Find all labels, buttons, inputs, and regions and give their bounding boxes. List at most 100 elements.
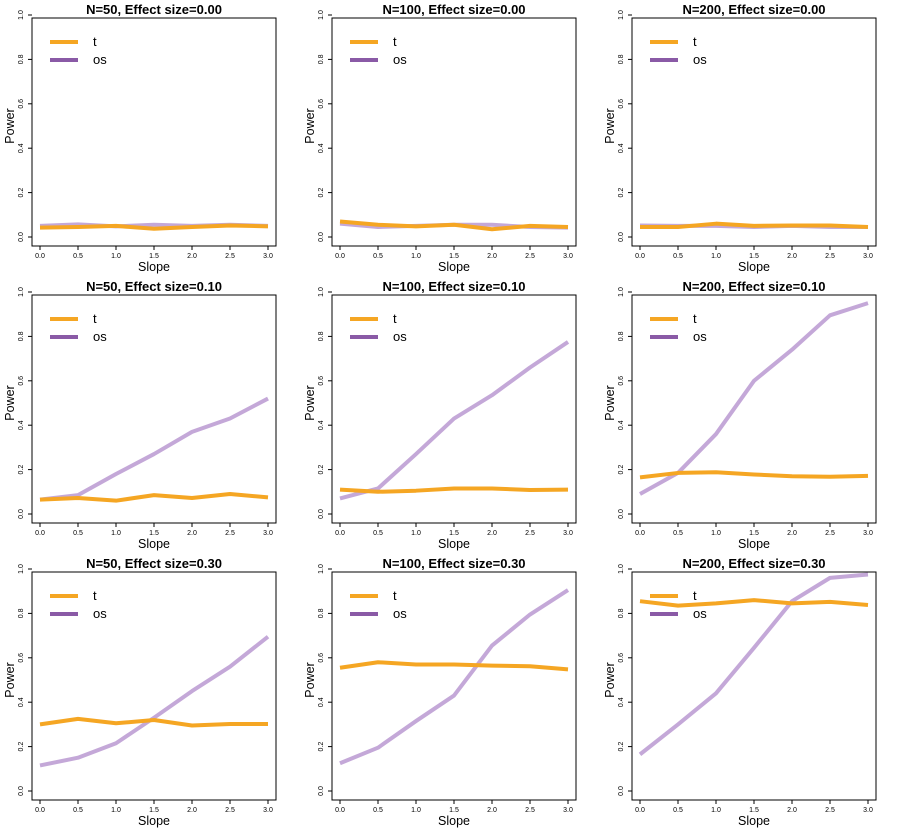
chart-svg-1: N=50, Effect size=0.00 0.0 0.5 1.0 1.5 2.0 2.5… xyxy=(3,2,277,274)
x-axis-label: Slope xyxy=(138,537,170,551)
x-axis-label: Slope xyxy=(738,537,770,551)
legend-label-os: os xyxy=(93,52,107,67)
series-line-os xyxy=(339,340,570,501)
y-tick-label: 0.6 xyxy=(18,653,25,663)
legend-label-t: t xyxy=(93,311,97,326)
y-tick-label: 1.0 xyxy=(318,564,325,574)
y-tick-label: 0.0 xyxy=(618,509,625,519)
y-tick-label: 0.6 xyxy=(318,376,325,386)
x-tick-label: 0.0 xyxy=(335,253,345,260)
x-axis-label: Slope xyxy=(438,814,470,828)
x-tick-label: 1.0 xyxy=(711,253,721,260)
y-tick-label: 1.0 xyxy=(18,287,25,297)
series-line-t xyxy=(339,486,569,494)
x-tick-label: 2.0 xyxy=(187,807,197,814)
y-tick-label: 1.0 xyxy=(318,287,325,297)
y-tick-label: 0.8 xyxy=(18,331,25,341)
x-tick-label: 1.5 xyxy=(449,530,459,537)
x-tick-label: 3.0 xyxy=(263,530,273,537)
chart-panel-2: N=100, Effect size=0.00 0.0 0.5 1.0 1.5 2.0 2.… xyxy=(300,0,600,277)
y-tick-label: 0.6 xyxy=(318,653,325,663)
y-tick-label: 0.6 xyxy=(618,376,625,386)
x-tick-label: 0.0 xyxy=(635,530,645,537)
x-tick-label: 0.5 xyxy=(673,530,683,537)
x-tick-label: 2.5 xyxy=(525,530,535,537)
y-tick-label: 1.0 xyxy=(618,10,625,20)
y-tick-label: 0.0 xyxy=(618,786,625,796)
y-tick-label: 0.8 xyxy=(318,54,325,64)
x-tick-label: 1.0 xyxy=(711,807,721,814)
y-tick-label: 0.0 xyxy=(318,509,325,519)
chart-svg-4: N=50, Effect size=0.10 0.0 0.5 1.0 1.5 2.0 2.5… xyxy=(3,279,277,551)
x-tick-label: 1.0 xyxy=(111,530,121,537)
legend-label-os: os xyxy=(393,606,407,621)
x-tick-label: 3.0 xyxy=(563,253,573,260)
chart-title: N=200, Effect size=0.10 xyxy=(682,279,825,294)
x-axis-label: Slope xyxy=(138,260,170,274)
legend-label-t: t xyxy=(93,34,97,49)
legend-label-os: os xyxy=(693,329,707,344)
x-tick-label: 0.0 xyxy=(35,807,45,814)
y-axis-label: Power xyxy=(603,385,617,420)
plot-frame xyxy=(331,17,577,247)
series-line-t xyxy=(39,223,269,231)
y-axis-label: Power xyxy=(303,108,317,143)
y-axis-label: Power xyxy=(303,662,317,697)
x-tick-label: 0.5 xyxy=(373,253,383,260)
chart-title: N=50, Effect size=0.00 xyxy=(86,2,222,17)
y-tick-label: 1.0 xyxy=(18,564,25,574)
y-axis-label: Power xyxy=(3,662,17,697)
x-tick-label: 3.0 xyxy=(263,807,273,814)
y-tick-label: 0.2 xyxy=(318,465,325,475)
y-tick-label: 0.4 xyxy=(618,143,625,153)
y-tick-label: 0.2 xyxy=(618,465,625,475)
x-tick-label: 2.5 xyxy=(225,253,235,260)
y-tick-label: 0.6 xyxy=(618,653,625,663)
chart-panel-7: N=50, Effect size=0.30 0.0 0.5 1.0 1.5 2.0 2.5… xyxy=(0,554,300,831)
x-tick-label: 1.5 xyxy=(449,807,459,814)
x-tick-label: 3.0 xyxy=(563,530,573,537)
y-axis-label: Power xyxy=(603,662,617,697)
x-tick-label: 0.5 xyxy=(73,530,83,537)
y-tick-label: 0.8 xyxy=(18,54,25,64)
y-tick-label: 0.0 xyxy=(318,786,325,796)
legend-label-os: os xyxy=(393,52,407,67)
x-tick-label: 1.5 xyxy=(449,253,459,260)
x-tick-label: 0.5 xyxy=(373,807,383,814)
x-tick-label: 2.5 xyxy=(825,807,835,814)
y-tick-label: 0.6 xyxy=(318,99,325,109)
x-tick-label: 2.5 xyxy=(525,807,535,814)
y-tick-label: 0.6 xyxy=(18,376,25,386)
legend-label-os: os xyxy=(693,606,707,621)
x-tick-label: 2.0 xyxy=(787,807,797,814)
x-tick-label: 2.0 xyxy=(787,253,797,260)
x-tick-label: 1.0 xyxy=(111,807,121,814)
plot-frame xyxy=(631,17,877,247)
chart-panel-3: N=200, Effect size=0.00 0.0 0.5 1.0 1.5 2.0 2.… xyxy=(600,0,900,277)
series-line-t xyxy=(639,598,869,608)
chart-panel-4: N=50, Effect size=0.10 0.0 0.5 1.0 1.5 2.0 2.5… xyxy=(0,277,300,554)
chart-svg-6: N=200, Effect size=0.10 0.0 0.5 1.0 1.5 2.0 2.… xyxy=(603,279,877,551)
x-axis-label: Slope xyxy=(138,814,170,828)
x-tick-label: 1.0 xyxy=(111,253,121,260)
chart-svg-2: N=100, Effect size=0.00 0.0 0.5 1.0 1.5 2.0 2.… xyxy=(303,2,577,274)
legend-label-os: os xyxy=(93,606,107,621)
x-tick-label: 1.5 xyxy=(749,530,759,537)
legend-label-os: os xyxy=(393,329,407,344)
series-line-t xyxy=(39,492,269,503)
x-tick-label: 1.5 xyxy=(749,807,759,814)
x-axis-label: Slope xyxy=(438,537,470,551)
x-tick-label: 1.5 xyxy=(149,253,159,260)
y-tick-label: 0.2 xyxy=(18,188,25,198)
chart-title: N=50, Effect size=0.30 xyxy=(86,556,222,571)
x-tick-label: 2.0 xyxy=(487,807,497,814)
y-tick-label: 0.2 xyxy=(318,742,325,752)
chart-title: N=50, Effect size=0.10 xyxy=(86,279,222,294)
series-line-os xyxy=(638,572,869,756)
chart-svg-8: N=100, Effect size=0.30 0.0 0.5 1.0 1.5 2.0 2.… xyxy=(303,556,577,828)
x-tick-label: 1.0 xyxy=(411,530,421,537)
y-tick-label: 0.2 xyxy=(618,188,625,198)
x-tick-label: 2.5 xyxy=(225,807,235,814)
x-tick-label: 3.0 xyxy=(863,530,873,537)
